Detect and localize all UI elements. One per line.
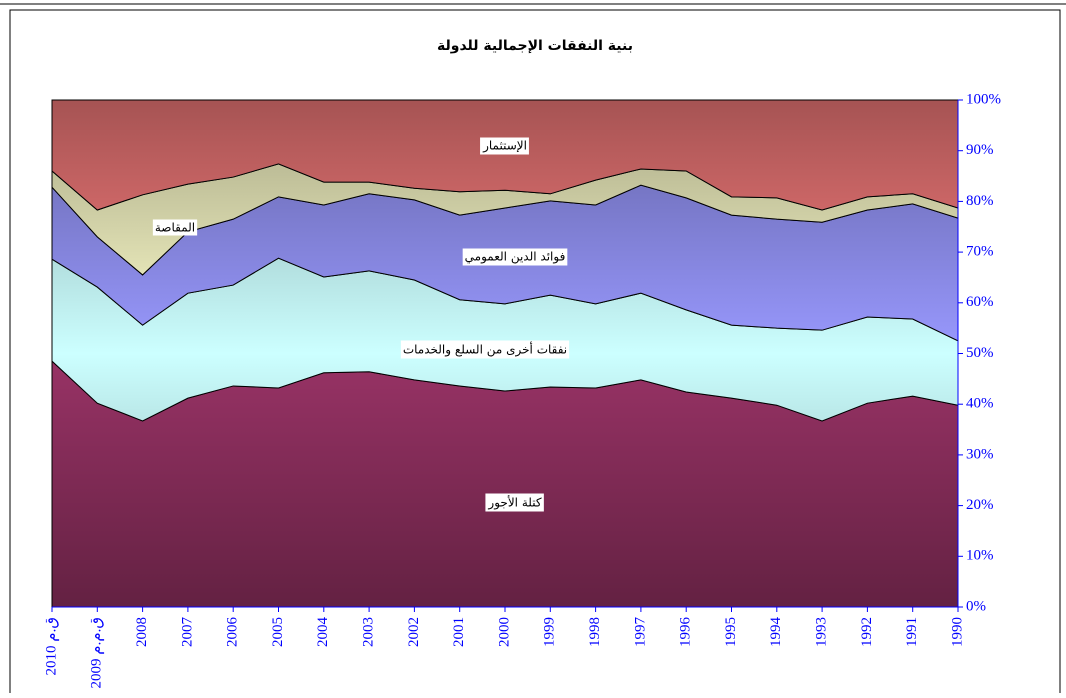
series-label-box	[480, 137, 529, 155]
x-tick-label: 2007	[179, 617, 195, 648]
frame	[9, 9, 1061, 698]
x-tick-label: 1999	[542, 617, 558, 647]
y-tick-label: 30%	[966, 446, 994, 462]
series-label-box	[400, 340, 570, 359]
y-tick-label: 100%	[966, 91, 1001, 107]
y-tick-label: 90%	[966, 142, 994, 158]
x-tick-label: 2004	[315, 617, 331, 648]
x-tick-label: 1991	[904, 617, 920, 647]
x-tick-label: ق.م.م 2009	[89, 617, 105, 688]
series-label-box	[152, 219, 198, 236]
y-tick-label: 40%	[966, 396, 994, 412]
y-tick-label: 60%	[966, 294, 994, 310]
series-label: فوائد الدين العمومي	[465, 250, 566, 265]
x-tick-label: 2001	[451, 617, 467, 647]
chart-title: بنية النفقات الإجمالية للدولة	[437, 38, 633, 54]
x-tick-label: 2003	[361, 617, 377, 647]
y-tick-label: 10%	[966, 548, 994, 564]
x-tick-label: 1996	[678, 617, 694, 648]
series-label-box	[485, 493, 544, 512]
x-tick-label: 2000	[496, 617, 512, 647]
x-tick-label: 2005	[270, 617, 286, 647]
x-tick-label: 1997	[632, 617, 648, 648]
y-tick-label: 70%	[966, 244, 994, 260]
y-tick-label: 20%	[966, 497, 994, 513]
series-label: نفقات أخرى من السلع والخدمات	[403, 342, 567, 358]
x-tick-label: 1994	[768, 617, 784, 648]
x-tick-label: 2002	[406, 617, 422, 647]
x-tick-label: 1993	[814, 617, 830, 647]
x-tick-label: ق.م 2010	[43, 617, 59, 675]
x-tick-label: 2006	[225, 617, 241, 648]
series-label: المقاصة	[155, 221, 195, 235]
y-tick-label: 0%	[966, 598, 986, 614]
series-label: الإستثمار	[482, 139, 527, 154]
x-tick-label: 1992	[859, 617, 875, 647]
y-tick-label: 80%	[966, 193, 994, 209]
series-label-box	[462, 248, 568, 266]
series-label: كتلة الأجور	[487, 495, 541, 511]
x-tick-label: 1998	[587, 617, 603, 647]
x-tick-label: 1990	[949, 617, 965, 647]
x-tick-label: 1995	[723, 617, 739, 647]
x-tick-label: 2008	[134, 617, 150, 647]
y-tick-label: 50%	[966, 345, 994, 361]
